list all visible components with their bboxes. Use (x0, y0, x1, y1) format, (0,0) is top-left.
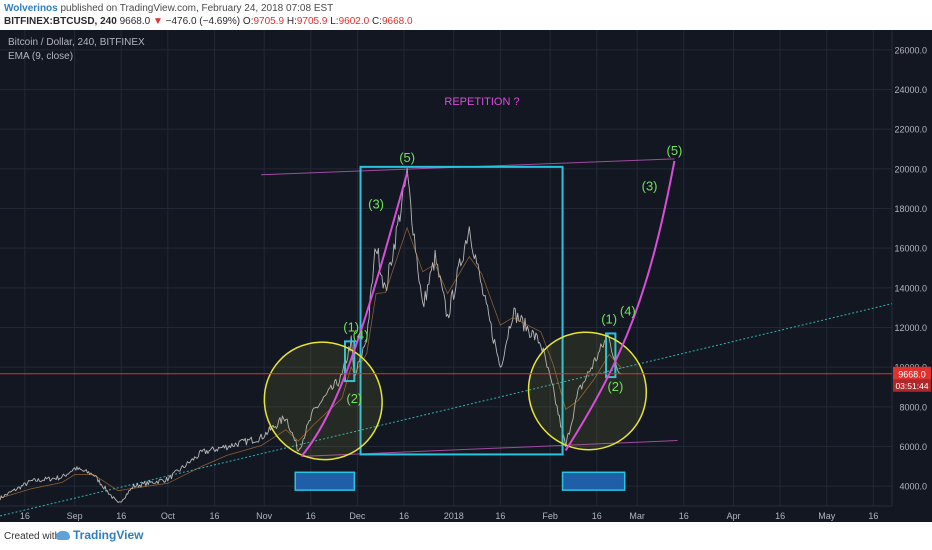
y-tick-label: 26000.0 (894, 45, 927, 55)
y-tick-label: 22000.0 (894, 125, 927, 135)
x-tick-label: 16 (116, 511, 126, 521)
price-change: −476.0 (−4.69%) (165, 16, 241, 27)
ohlc-high-label: H: (286, 16, 297, 27)
x-tick-label: Mar (629, 511, 645, 521)
time-range-rect (561, 471, 626, 491)
cloud-icon (56, 531, 70, 541)
ohlc-open-label: O: (242, 16, 254, 27)
time-range-rect (294, 471, 356, 491)
wave-label: (3) (642, 179, 658, 194)
ohlc-close-label: C: (371, 16, 382, 27)
ohlc-low-label: L: (330, 16, 339, 27)
chart-header: Wolverinos published on TradingView.com,… (0, 0, 932, 30)
yellow-highlight-ellipse (263, 341, 383, 461)
countdown-box (893, 379, 931, 392)
price-line (0, 167, 622, 503)
parabolic-curve (564, 160, 676, 452)
ema-indicator-label[interactable]: EMA (9, close) (8, 51, 73, 62)
last-price-tag: 9668.0 03:51:44 (0, 366, 931, 392)
small-wave-box (343, 340, 356, 383)
tradingview-logo[interactable]: TradingView (56, 528, 143, 542)
y-tick-label: 18000.0 (894, 204, 927, 214)
footer: Created with TradingView (0, 522, 932, 550)
x-axis[interactable]: 16 Sep 16 Oct 16 Nov 16 Dec 16 2018 16 Feb 16 Mar 16 Ap… (20, 511, 879, 521)
countdown-label: 03:51:44 (895, 381, 928, 391)
x-tick-label: May (818, 511, 836, 521)
x-tick-label: Nov (256, 511, 273, 521)
ohlc-close-value: 9668.0 (381, 16, 413, 27)
wave-label: (4) (353, 327, 369, 342)
ohlc-low-value: 9602.0 (338, 16, 370, 27)
x-tick-label: Feb (542, 511, 558, 521)
x-tick-label: 16 (399, 511, 409, 521)
x-tick-label: 16 (20, 511, 30, 521)
chart-area[interactable]: 4000.06000.08000.010000.012000.014000.01… (0, 30, 932, 522)
wave-label: (5) (399, 150, 415, 165)
ohlc-open-value: 9705.9 (253, 16, 285, 27)
symbol-quote-line: BITFINEX:BTCUSD, 240 9668.0 ▼ −476.0 (−4… (4, 16, 413, 27)
created-with-text: Created with (4, 531, 61, 542)
x-tick-label: Apr (726, 511, 740, 521)
x-tick-label: 16 (495, 511, 505, 521)
wave-label: (2) (607, 379, 623, 394)
last-price-label: 9668.0 (898, 369, 926, 379)
last-price-box (893, 366, 931, 380)
published-text: published on TradingView.com, February 2… (60, 3, 334, 14)
y-tick-label: 24000.0 (894, 85, 927, 95)
x-tick-label: 16 (592, 511, 602, 521)
y-tick-label: 14000.0 (894, 283, 927, 293)
last-price: 9668.0 (119, 16, 151, 27)
x-tick-label: Dec (349, 511, 366, 521)
price-series (0, 167, 622, 503)
y-tick-label: 6000.0 (899, 442, 927, 452)
publish-line: Wolverinos published on TradingView.com,… (4, 3, 333, 14)
y-tick-label: 12000.0 (894, 323, 927, 333)
ohlc-high-value: 9705.9 (296, 16, 328, 27)
author-link[interactable]: Wolverinos (4, 3, 58, 14)
ema-line (0, 226, 622, 499)
y-tick-label: 8000.0 (899, 402, 927, 412)
yellow-highlight-ellipse (527, 331, 648, 451)
grid-lines (0, 30, 892, 506)
x-tick-label: 16 (868, 511, 878, 521)
dotted-trend-line (0, 303, 893, 517)
wave-label: (3) (368, 197, 384, 212)
price-chart[interactable]: 4000.06000.08000.010000.012000.014000.01… (0, 30, 932, 522)
big-cycle-box (359, 165, 564, 456)
y-tick-label: 20000.0 (894, 164, 927, 174)
x-tick-label: Sep (67, 511, 83, 521)
x-tick-label: 16 (209, 511, 219, 521)
down-arrow-icon: ▼ (152, 16, 163, 27)
wave-label: (4) (620, 304, 636, 319)
wave-label: (2) (346, 391, 362, 406)
x-tick-label: Oct (161, 511, 176, 521)
x-tick-label: 16 (775, 511, 785, 521)
x-tick-label: 2018 (444, 511, 464, 521)
wave-label: (1) (343, 319, 359, 334)
wave-label: (5) (666, 143, 682, 158)
y-tick-label: 4000.0 (899, 482, 927, 492)
repetition-annotation: REPETITION ? (444, 96, 519, 108)
brand-name: TradingView (73, 528, 144, 542)
symbol-label: BITFINEX:BTCUSD, 240 (4, 16, 117, 27)
chart-title: Bitcoin / Dollar, 240, BITFINEX (8, 37, 145, 48)
parabolic-curve (300, 172, 409, 458)
y-tick-label: 16000.0 (894, 244, 927, 254)
small-wave-box (605, 332, 617, 379)
wave-label: (1) (601, 312, 617, 327)
x-tick-label: 16 (679, 511, 689, 521)
annotation-layer-front: (5)(3)(1)(4)(2)(1)(4)(2)(3)(5)REPETITION… (263, 96, 682, 491)
x-tick-label: 16 (306, 511, 316, 521)
